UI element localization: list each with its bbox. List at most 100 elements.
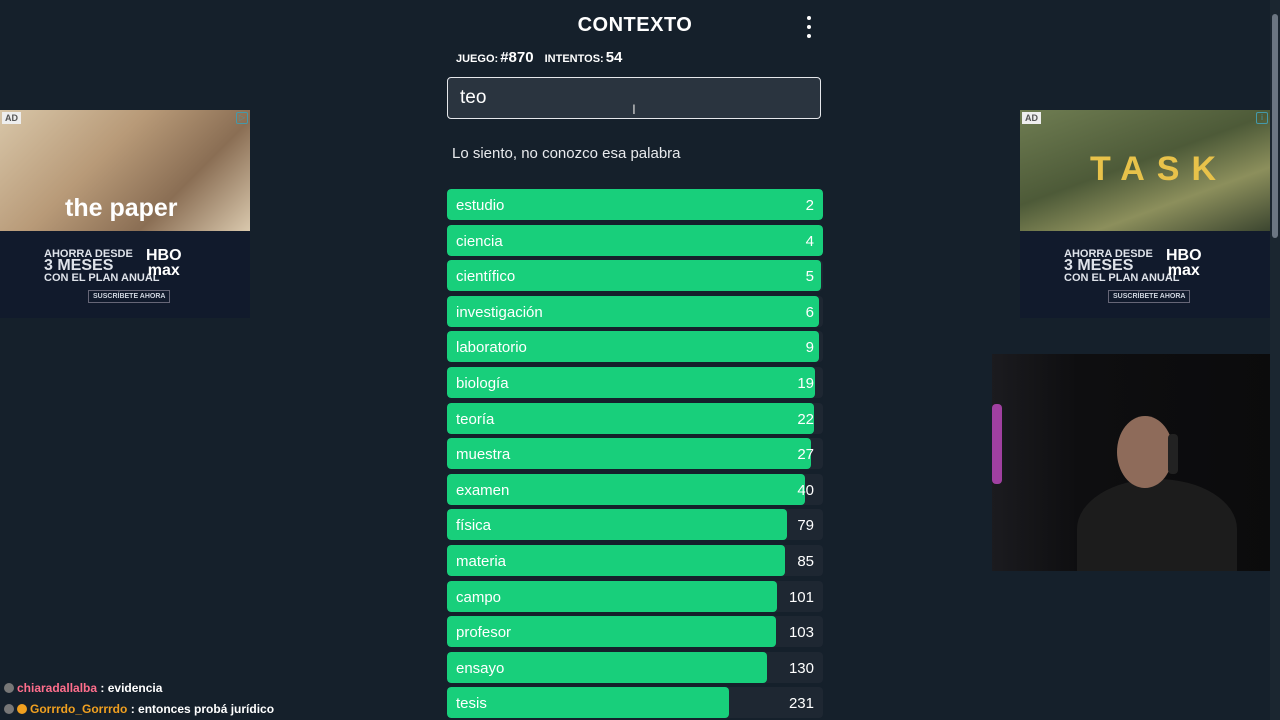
game-number: #870 (500, 49, 534, 66)
chat-username: chiaradallalba (17, 681, 98, 695)
guess-rank: 27 (797, 446, 814, 464)
ad-badge: AD (1022, 112, 1041, 124)
guess-rank: 130 (788, 659, 814, 677)
guess-word: materia (456, 553, 507, 570)
game-label: JUEGO: (456, 53, 499, 65)
guess-row: materia 85 (447, 545, 823, 576)
guess-row: examen 40 (447, 473, 823, 505)
gift-badge-icon (17, 704, 27, 714)
ad-info-icon[interactable]: i (1256, 112, 1268, 124)
guess-word: ciencia (456, 232, 503, 250)
webcam-overlay (992, 354, 1280, 571)
guess-rank: 6 (805, 303, 814, 321)
guess-word: tesis (456, 695, 487, 713)
rgb-light (992, 404, 1002, 484)
guess-rank: 103 (788, 624, 814, 642)
similarity-bar (447, 189, 823, 220)
similarity-bar (447, 651, 767, 683)
chat-message: chiaradallalba : evidencia (4, 681, 162, 695)
attempts-label: INTENTOS: (544, 53, 604, 65)
guess-row: tesis 231 (447, 687, 823, 719)
guess-input[interactable] (447, 77, 821, 119)
similarity-bar (447, 509, 787, 541)
similarity-bar (447, 545, 786, 576)
similarity-bar (447, 402, 814, 434)
guess-row: investigación 6 (447, 295, 823, 327)
ad-headline: the paper (65, 194, 178, 222)
ad-info-icon[interactable]: ▷ (236, 112, 248, 124)
user-badge-icon (4, 704, 14, 714)
guess-row: física 79 (447, 509, 823, 541)
guess-rank: 40 (797, 481, 814, 499)
similarity-bar (447, 473, 805, 505)
ad-badge: AD (2, 112, 21, 124)
chat-username: Gorrrdo_Gorrrdo (30, 702, 128, 716)
ad-brand-logo: HBO max (1166, 247, 1202, 279)
guess-word: científico (456, 268, 516, 286)
guess-rank: 85 (797, 553, 814, 570)
ad-cta-button[interactable]: SUSCRÍBETE AHORA (88, 290, 171, 303)
similarity-bar (447, 260, 822, 292)
ad-brand-logo: HBO max (146, 247, 182, 279)
ad-banner-right[interactable]: AD i TASK AHORRA DESDE 3 MESES CON EL PL… (1020, 110, 1270, 318)
guess-rank: 4 (805, 232, 814, 250)
more-options-icon[interactable] (800, 16, 818, 38)
ad-image (1020, 110, 1270, 231)
game-stats: JUEGO: #870 INTENTOS: 54 (456, 49, 630, 66)
scrollbar-thumb[interactable] (1272, 14, 1278, 238)
guess-row: profesor 103 (447, 616, 823, 648)
ad-cta-button[interactable]: SUSCRÍBETE AHORA (1108, 290, 1191, 303)
error-message: Lo siento, no conozco esa palabra (452, 145, 681, 162)
guess-row: estudio 2 (447, 189, 823, 220)
guess-row: científico 5 (447, 260, 823, 292)
guess-rank: 231 (788, 695, 814, 713)
guess-word: investigación (456, 303, 543, 321)
guess-rank: 79 (797, 517, 814, 535)
ad-promo: AHORRA DESDE 3 MESES CON EL PLAN ANUAL (1064, 248, 1180, 284)
similarity-bar (447, 616, 776, 648)
guess-rank: 5 (805, 268, 814, 286)
guess-word: teoría (456, 410, 495, 428)
guess-rank: 2 (805, 197, 814, 214)
attempts-count: 54 (605, 49, 623, 66)
ad-promo: AHORRA DESDE 3 MESES CON EL PLAN ANUAL (44, 248, 160, 284)
guess-word: estudio (456, 197, 505, 214)
guess-word: ensayo (456, 659, 505, 677)
similarity-bar (447, 438, 811, 470)
guess-word: física (456, 517, 492, 535)
similarity-bar (447, 580, 778, 612)
guess-row: teoría 22 (447, 402, 823, 434)
similarity-bar (447, 224, 823, 256)
chat-text: : entonces probá jurídico (130, 702, 275, 716)
guess-word: examen (456, 481, 510, 499)
headset-icon (1168, 434, 1178, 474)
guess-word: laboratorio (456, 339, 527, 357)
guess-rank: 19 (797, 375, 814, 392)
chat-message: Gorrrdo_Gorrrdo : entonces probá jurídic… (4, 702, 274, 716)
ad-banner-left[interactable]: AD ▷ the paper AHORRA DESDE 3 MESES CON … (0, 110, 250, 318)
ad-headline: TASK (1090, 150, 1229, 188)
guess-rank: 9 (805, 339, 814, 357)
ad-lower-panel (0, 231, 250, 318)
guess-row: muestra 27 (447, 438, 823, 470)
guess-word: biología (456, 375, 509, 392)
page-scrollbar[interactable] (1270, 0, 1280, 720)
ad-lower-panel (1020, 231, 1270, 318)
similarity-bar (447, 331, 820, 363)
streamer-body (1077, 479, 1237, 571)
guess-rank: 22 (797, 410, 814, 428)
guess-row: campo 101 (447, 580, 823, 612)
similarity-bar (447, 687, 729, 719)
similarity-bar (447, 295, 820, 327)
guess-rank: 101 (788, 588, 814, 606)
guess-row: ensayo 130 (447, 651, 823, 683)
guess-row: biología 19 (447, 367, 823, 398)
guess-word: muestra (456, 446, 511, 464)
similarity-bar (447, 367, 816, 398)
streamer-head (1117, 416, 1173, 488)
guess-row: laboratorio 9 (447, 331, 823, 363)
guess-word: profesor (456, 624, 512, 642)
text-cursor-icon: I (632, 101, 636, 117)
guess-word: campo (456, 588, 502, 606)
chat-text: : evidencia (100, 681, 163, 695)
